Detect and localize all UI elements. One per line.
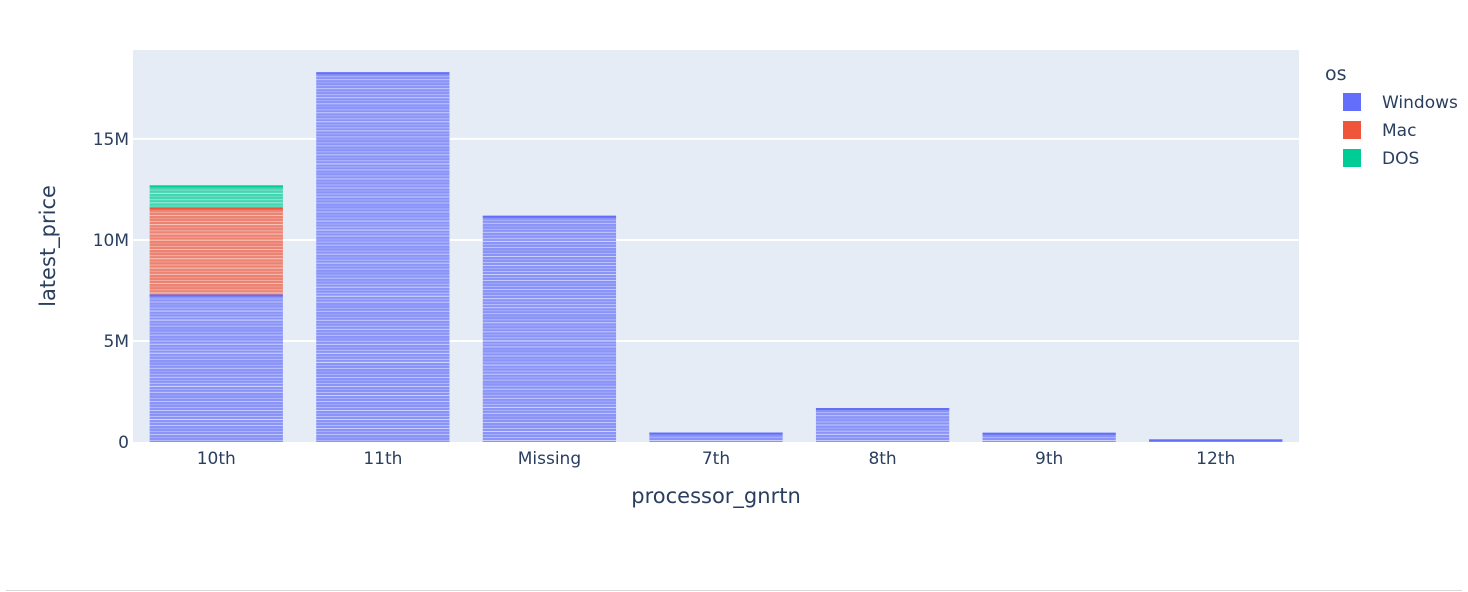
x-tick-label: 8th bbox=[868, 449, 896, 469]
x-axis-title: processor_gnrtn bbox=[631, 484, 801, 509]
y-tick-label: 15M bbox=[93, 130, 129, 150]
x-tick-label: 7th bbox=[702, 449, 730, 469]
legend-label-dos[interactable]: DOS bbox=[1382, 149, 1419, 169]
bar-segment-mac bbox=[149, 207, 283, 295]
x-tick-label: 9th bbox=[1035, 449, 1063, 469]
bar-segment-dos bbox=[149, 185, 283, 208]
legend-label-windows[interactable]: Windows bbox=[1382, 93, 1458, 113]
legend[interactable]: os Windows Mac DOS bbox=[1325, 63, 1458, 169]
bar-segment-windows bbox=[649, 432, 783, 442]
y-tick-label: 0 bbox=[118, 433, 129, 453]
legend-swatch-windows[interactable] bbox=[1343, 93, 1361, 111]
divider bbox=[6, 590, 1462, 591]
y-tick-labels: 0 5M 10M 15M bbox=[93, 130, 129, 453]
x-tick-label: 12th bbox=[1196, 449, 1235, 469]
y-tick-label: 5M bbox=[104, 332, 129, 352]
legend-swatch-mac[interactable] bbox=[1343, 121, 1361, 139]
legend-label-mac[interactable]: Mac bbox=[1382, 121, 1416, 141]
legend-swatch-dos[interactable] bbox=[1343, 149, 1361, 167]
x-tick-labels: 10th 11th Missing 7th 8th 9th 12th bbox=[197, 449, 1236, 469]
y-axis-title: latest_price bbox=[36, 185, 61, 307]
plot-background bbox=[133, 50, 1299, 442]
bar-segment-windows bbox=[316, 72, 450, 442]
legend-title: os bbox=[1325, 63, 1347, 85]
x-tick-label: Missing bbox=[518, 449, 581, 469]
x-tick-label: 10th bbox=[197, 449, 236, 469]
bars bbox=[149, 72, 1283, 442]
bar-segment-windows bbox=[982, 432, 1116, 442]
y-tick-label: 10M bbox=[93, 231, 129, 251]
x-tick-label: 11th bbox=[363, 449, 402, 469]
